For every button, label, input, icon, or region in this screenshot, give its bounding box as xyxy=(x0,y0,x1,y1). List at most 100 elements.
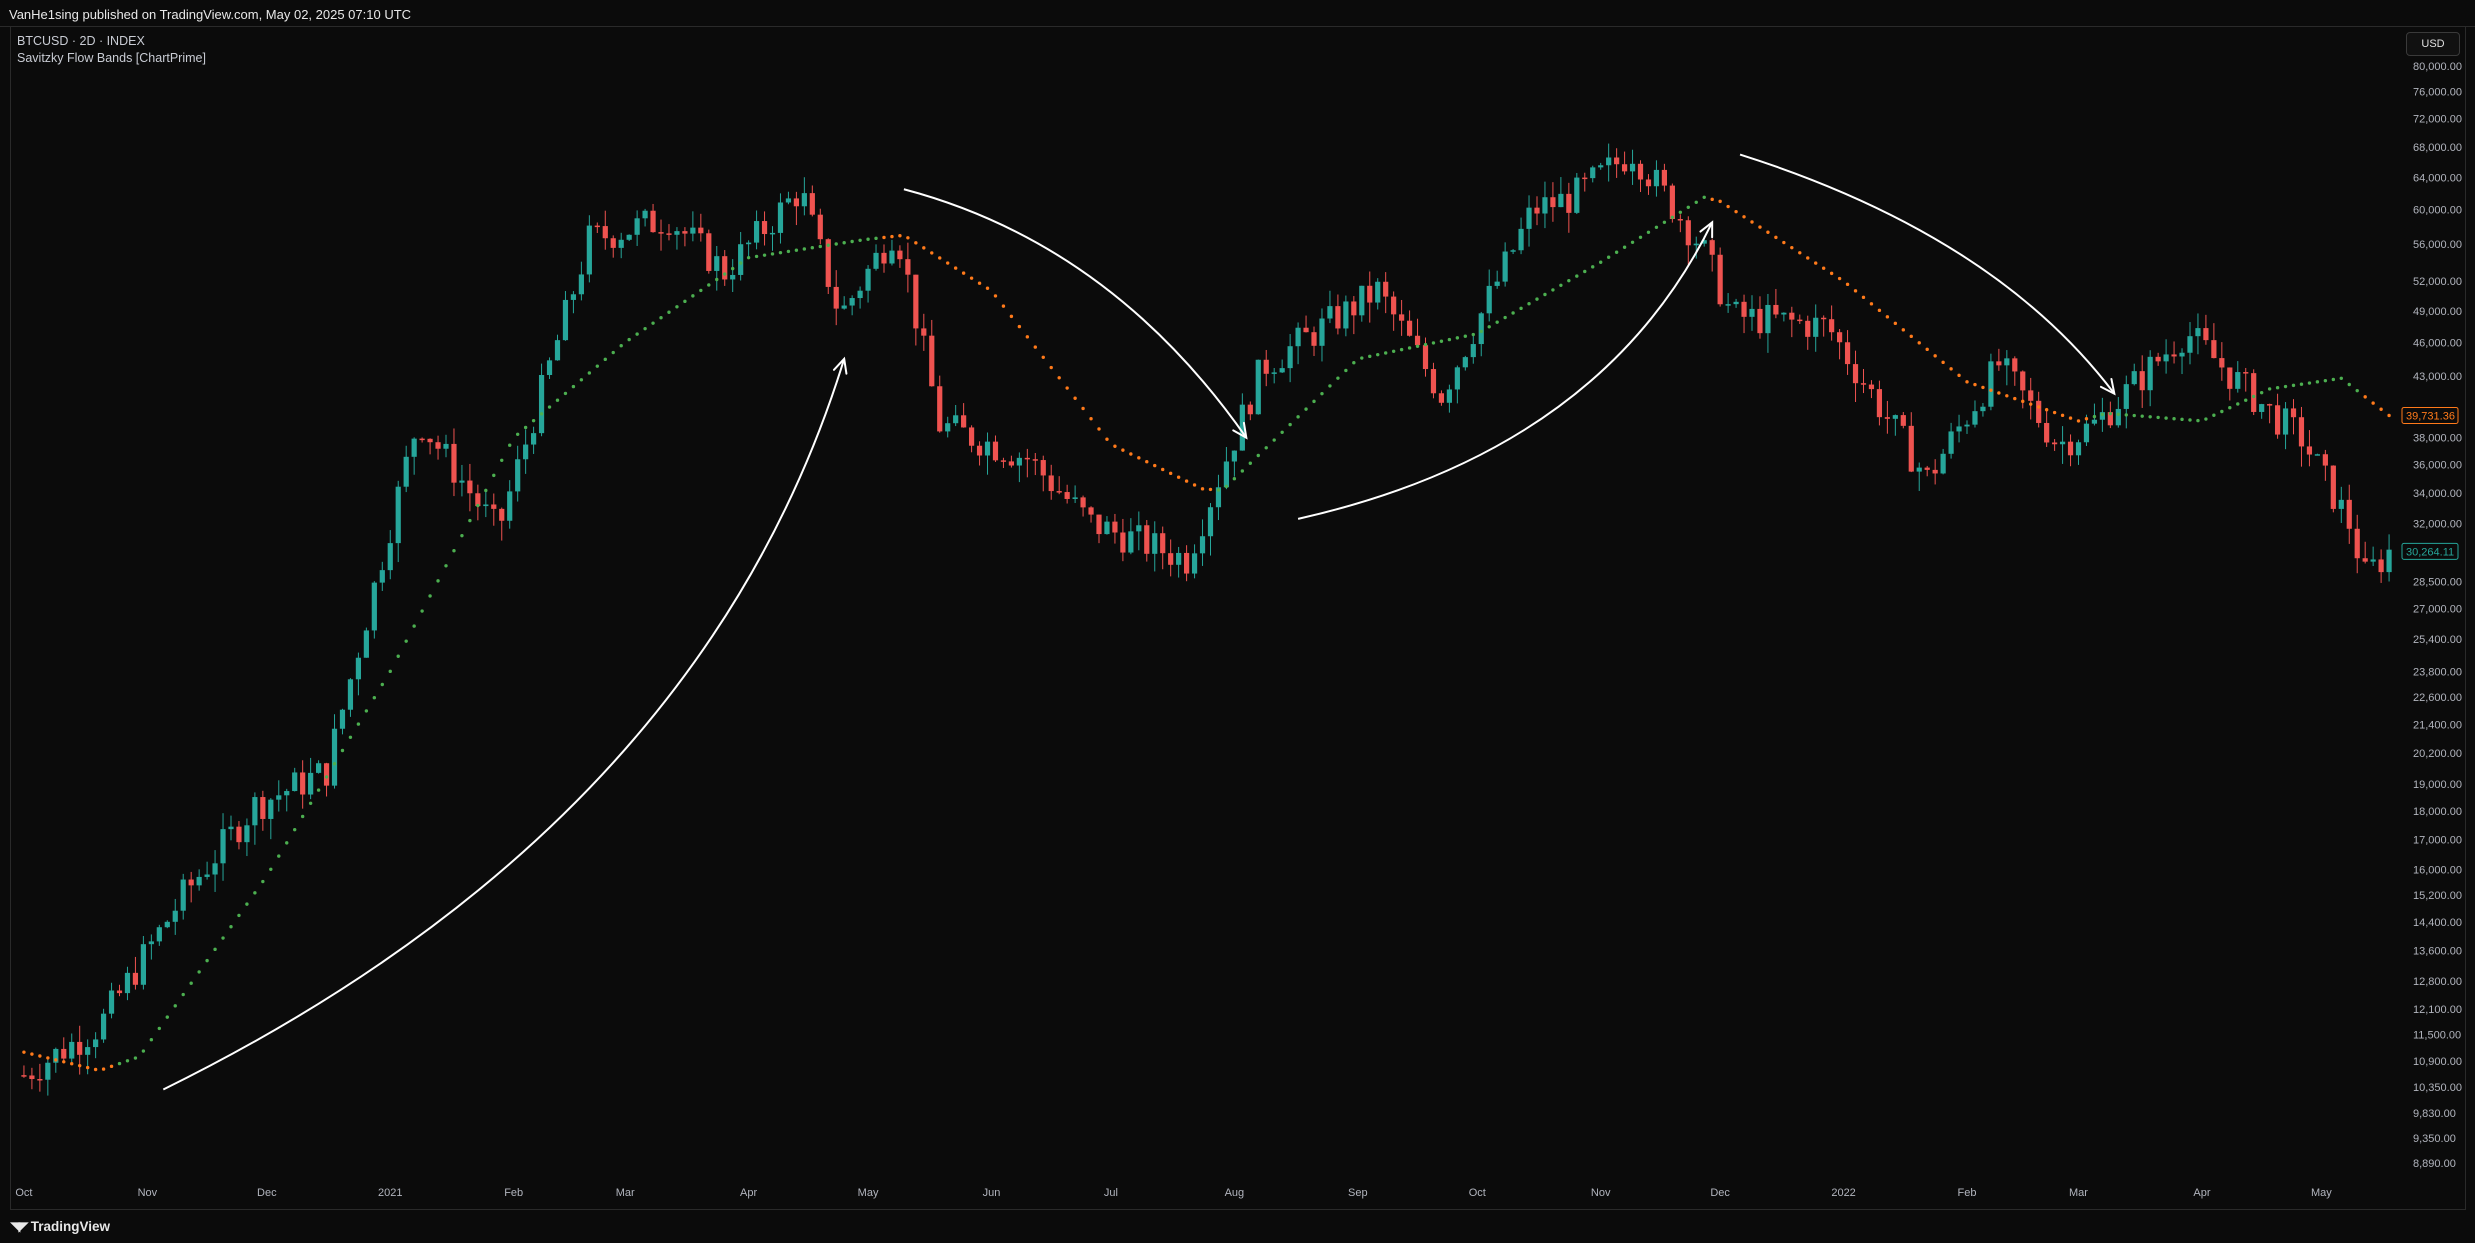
arrow-annotation[interactable] xyxy=(903,188,1248,440)
candle xyxy=(1096,514,1102,544)
band-dot xyxy=(1877,308,1882,313)
band-dot xyxy=(452,549,456,553)
candle xyxy=(1757,296,1763,339)
band-dot xyxy=(930,251,934,255)
tradingview-logo[interactable]: ◥◤ TradingView xyxy=(10,1219,110,1235)
band-dot xyxy=(778,250,783,255)
candle xyxy=(1263,349,1269,387)
band-dot xyxy=(1288,422,1292,427)
band-dot xyxy=(691,294,695,298)
candle xyxy=(443,434,449,458)
band-dot xyxy=(1089,417,1093,421)
band-dot xyxy=(1391,349,1396,354)
candle xyxy=(1367,271,1373,323)
candle xyxy=(1614,148,1620,178)
candle xyxy=(913,274,919,346)
trend-arrows[interactable] xyxy=(162,153,2116,1091)
band-dot xyxy=(1559,283,1563,287)
band-dot xyxy=(555,398,560,402)
candle xyxy=(714,245,720,291)
band-dot xyxy=(1742,215,1746,219)
candle xyxy=(690,211,696,242)
candle xyxy=(2091,403,2098,426)
band-dot xyxy=(2021,399,2025,404)
band-dot xyxy=(2188,418,2192,422)
candle xyxy=(1542,181,1548,229)
candle xyxy=(1717,247,1723,307)
y-axis[interactable]: 80,000.00 76,000.00 72,000.00 68,000.00 64,0… xyxy=(2413,61,2462,1170)
candle xyxy=(1040,455,1046,492)
candle xyxy=(379,561,385,591)
band-dot xyxy=(969,276,974,280)
band-dot xyxy=(1829,271,1834,276)
chart-frame[interactable] xyxy=(10,26,2466,1210)
arrow-annotation[interactable] xyxy=(162,356,848,1091)
arrow-annotation[interactable] xyxy=(1297,220,1714,520)
candle xyxy=(2044,407,2050,447)
candle xyxy=(2115,397,2121,428)
x-tick-label: Apr xyxy=(740,1187,757,1199)
band-dot xyxy=(285,841,289,845)
band-dot xyxy=(1352,361,1356,365)
band-dot xyxy=(1925,347,1929,352)
candle xyxy=(849,295,855,316)
x-axis[interactable]: Oct Nov Dec 2021 Feb Mar Apr May Jun Jul Aug Sep Oct… xyxy=(15,1187,2332,1199)
band-dot xyxy=(2347,382,2351,387)
band-dot xyxy=(1344,368,1348,373)
candle xyxy=(1072,485,1078,504)
candle xyxy=(841,296,847,310)
candle xyxy=(1526,195,1532,247)
y-tick-label: 12,100.00 xyxy=(2413,1004,2462,1016)
candle xyxy=(1446,384,1452,413)
candle xyxy=(992,435,999,462)
candle xyxy=(1924,465,1930,477)
candle xyxy=(363,627,369,658)
band-dot xyxy=(261,879,265,884)
candle xyxy=(1797,314,1803,324)
y-tick-label: 18,000.00 xyxy=(2413,806,2462,818)
candle xyxy=(1343,295,1349,337)
arrow-annotation[interactable] xyxy=(1739,153,2116,396)
candle xyxy=(411,437,417,475)
band-dot xyxy=(850,239,854,244)
band-dot xyxy=(1670,215,1675,219)
candle xyxy=(1494,270,1500,289)
y-tick-label: 25,400.00 xyxy=(2413,634,2462,646)
band-dot xyxy=(396,654,400,658)
y-tick-label: 10,900.00 xyxy=(2413,1056,2462,1068)
band-dot xyxy=(1893,321,1898,326)
currency-button[interactable]: USD xyxy=(2406,32,2460,56)
symbol-label: BTCUSD · 2D · INDEX xyxy=(17,34,145,48)
indicator-label[interactable]: Savitzky Flow Bands [ChartPrime] xyxy=(17,51,206,65)
candle xyxy=(212,850,218,892)
candle xyxy=(531,426,537,454)
band-dot xyxy=(2220,409,2224,414)
candle xyxy=(2187,322,2193,365)
x-tick-label: Nov xyxy=(138,1187,158,1199)
candle xyxy=(69,1033,75,1063)
band-dot xyxy=(93,1067,98,1072)
band-dot xyxy=(945,261,950,265)
x-tick-label: 2022 xyxy=(1831,1187,1855,1199)
band-dot xyxy=(2331,377,2336,382)
band-dot xyxy=(985,286,990,290)
band-dot xyxy=(1861,295,1866,300)
candle xyxy=(1852,350,1859,403)
candle xyxy=(2354,514,2360,574)
candle xyxy=(1438,390,1445,406)
band-dot xyxy=(579,378,584,382)
y-tick-label: 15,200.00 xyxy=(2413,890,2462,902)
candle xyxy=(1008,455,1015,468)
candle xyxy=(1215,474,1222,521)
x-tick-label: Nov xyxy=(1591,1187,1611,1199)
band-dot xyxy=(1296,415,1300,419)
band-price-tag-label: 39,731.36 xyxy=(2406,410,2455,422)
band-dot xyxy=(332,761,337,766)
candle xyxy=(1048,464,1054,500)
band-dot xyxy=(1129,452,1133,456)
candle xyxy=(2338,486,2344,524)
band-dot xyxy=(436,579,440,583)
arrowhead-icon xyxy=(832,356,848,375)
band-dot xyxy=(38,1054,42,1058)
